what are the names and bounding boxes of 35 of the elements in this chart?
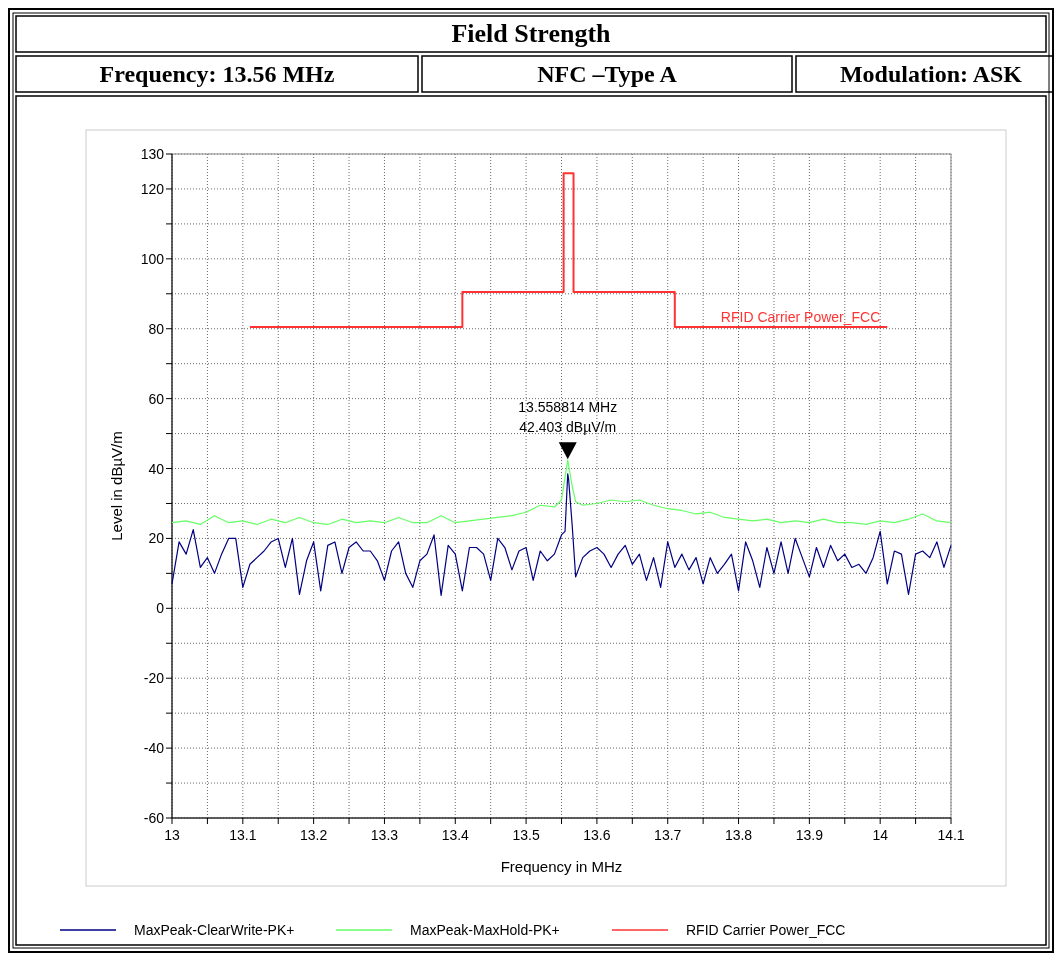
- y-tick-label: 60: [148, 390, 165, 407]
- y-tick-label: -40: [143, 740, 165, 757]
- x-tick-label: 13.9: [795, 827, 824, 843]
- legend-label: MaxPeak-ClearWrite-PK+: [134, 922, 295, 938]
- x-tick-label: 13: [164, 827, 180, 843]
- annotation: RFID Carrier Power_FCC: [720, 308, 881, 325]
- x-tick-label: 13.1: [229, 827, 257, 843]
- y-tick-label: -20: [143, 670, 165, 687]
- y-tick-label: 100: [140, 250, 165, 267]
- legend-label: MaxPeak-MaxHold-PK+: [410, 922, 560, 938]
- x-axis-title: Frequency in MHz: [500, 858, 623, 875]
- line-series: [171, 473, 952, 596]
- x-tick-label: 13.3: [370, 827, 399, 843]
- x-tick-label: 13.8: [724, 827, 753, 843]
- x-tick-label: 13.4: [441, 827, 470, 843]
- legend-label: RFID Carrier Power_FCC: [686, 922, 846, 938]
- text: Frequency: 13.56 MHz: [99, 61, 335, 87]
- x-tick-label: 13.6: [583, 827, 611, 843]
- chart-title: Field Strength: [451, 19, 612, 48]
- x-tick-label: 13.2: [300, 827, 328, 843]
- y-tick-label: 40: [148, 460, 165, 477]
- y-tick-label: 0: [156, 600, 165, 617]
- y-tick-label: 120: [140, 180, 165, 197]
- y-axis-title: Level in dBµV/m: [108, 431, 125, 541]
- x-tick-label: 13.7: [654, 827, 682, 843]
- y-tick-label: 130: [140, 146, 165, 162]
- x-tick-label: 13.5: [512, 827, 540, 843]
- x-tick-label: 14.1: [937, 827, 965, 843]
- y-tick-label: 20: [148, 530, 165, 547]
- text: NFC –Type A: [537, 61, 678, 87]
- y-tick-label: -60: [143, 810, 165, 826]
- x-tick-label: 14: [872, 827, 889, 843]
- text: Modulation: ASK: [839, 61, 1023, 87]
- annotation: 13.558814 MHz 42.403 dBµV/m: [518, 399, 618, 436]
- y-tick-label: 80: [148, 320, 165, 337]
